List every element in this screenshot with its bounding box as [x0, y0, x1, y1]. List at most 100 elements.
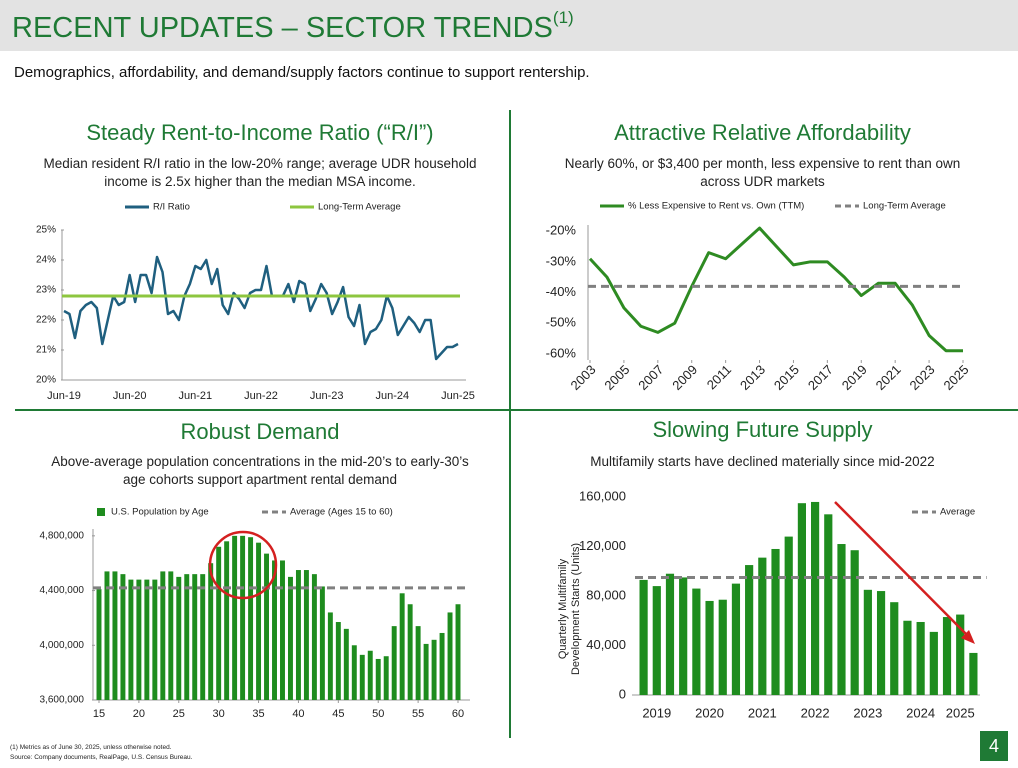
y-tick-label: -50%	[546, 315, 577, 330]
x-tick-label: 40	[292, 708, 304, 720]
bar	[745, 565, 754, 695]
bar	[399, 593, 405, 700]
y-tick-label: 160,000	[579, 488, 626, 503]
title-text: RECENT UPDATES – SECTOR TRENDS	[12, 12, 553, 44]
bar	[311, 574, 317, 700]
bar	[731, 583, 741, 695]
y-tick-label: -30%	[546, 253, 577, 268]
bar	[256, 542, 262, 700]
bar	[184, 574, 190, 700]
x-tick-label: Jun-22	[244, 390, 278, 402]
y-tick-label: 25%	[36, 225, 56, 236]
x-tick-label: 45	[332, 708, 344, 720]
page-number: 4	[980, 731, 1008, 761]
chart-subtitle: Above-average population concentrations …	[51, 454, 469, 487]
y-tick-label: -60%	[546, 345, 577, 360]
bar	[136, 579, 142, 700]
x-tick-label: 2025	[946, 705, 975, 720]
bar	[160, 571, 166, 700]
bar	[431, 639, 437, 700]
bar	[319, 586, 325, 700]
y-tick-label: 24%	[36, 255, 56, 266]
bar	[128, 579, 134, 700]
x-tick-label: 2020	[695, 705, 724, 720]
chart-subtitle: Multifamily starts have declined materia…	[590, 454, 935, 469]
legend-swatch	[97, 508, 105, 516]
bar	[351, 645, 357, 700]
chart-title: Attractive Relative Affordability	[614, 120, 911, 145]
bar	[383, 656, 389, 700]
bar	[391, 626, 397, 700]
legend-label: R/I Ratio	[153, 202, 190, 213]
bar	[407, 604, 413, 700]
legend-label: % Less Expensive to Rent vs. Own (TTM)	[628, 201, 804, 212]
x-tick-label: 2021	[748, 705, 777, 720]
x-tick-label: 2021	[873, 362, 904, 393]
legend-label: Long-Term Average	[863, 201, 946, 212]
slide-subtitle: Demographics, affordability, and demand/…	[14, 64, 590, 81]
x-tick-label: 60	[452, 708, 464, 720]
bar	[176, 576, 182, 700]
bar	[96, 589, 102, 700]
x-tick-label: Jun-25	[441, 390, 475, 402]
footnote: Source: Company documents, RealPage, U.S…	[10, 754, 193, 761]
legend-label: Average (Ages 15 to 60)	[290, 507, 393, 518]
x-tick-label: 2005	[601, 362, 632, 393]
bar	[447, 612, 453, 700]
legend-label: U.S. Population by Age	[111, 507, 209, 518]
y-tick-label: 4,400,000	[40, 585, 85, 596]
bar	[665, 573, 675, 695]
bar	[423, 643, 429, 700]
x-tick-label: 2023	[907, 362, 938, 393]
x-tick-label: 2017	[805, 362, 836, 393]
x-tick-label: 2013	[737, 362, 768, 393]
data-line	[63, 255, 459, 361]
footnote-ref: (1)	[552, 8, 574, 27]
bar	[439, 632, 445, 700]
x-tick-label: 2024	[906, 705, 935, 720]
y-tick-label: 20%	[36, 375, 56, 386]
y-tick-label: 40,000	[586, 637, 626, 652]
bar	[942, 617, 952, 695]
x-tick-label: 2019	[839, 362, 870, 393]
chart-title: Steady Rent-to-Income Ratio (“R/I”)	[86, 120, 434, 145]
bar	[705, 600, 714, 695]
trend-arrow	[834, 501, 969, 637]
bar	[232, 535, 238, 700]
y-tick-label: 0	[619, 686, 626, 701]
bar	[718, 599, 727, 695]
bar	[192, 574, 198, 700]
y-tick-label: 22%	[36, 315, 56, 326]
chart-subtitle: Nearly 60%, or $3,400 per month, less ex…	[564, 156, 961, 189]
x-tick-label: Jun-20	[113, 390, 147, 402]
x-tick-label: Jun-24	[376, 390, 410, 402]
x-tick-label: 50	[372, 708, 384, 720]
y-tick-label: 120,000	[579, 538, 626, 553]
bar	[224, 541, 230, 700]
bar	[208, 563, 214, 700]
x-tick-label: 30	[213, 708, 225, 720]
highlight-circle	[208, 530, 278, 600]
x-tick-label: 35	[252, 708, 264, 720]
slide-title: RECENT UPDATES – SECTOR TRENDS(1)	[12, 8, 574, 45]
bar	[903, 620, 912, 695]
bar	[375, 658, 381, 700]
y-tick-label: 80,000	[586, 587, 626, 602]
bar	[287, 576, 293, 700]
bar	[104, 571, 110, 700]
x-tick-label: Jun-19	[47, 390, 81, 402]
bar	[455, 604, 461, 700]
y-tick-label: 21%	[36, 345, 56, 356]
legend-label: Long-Term Average	[318, 202, 401, 213]
chart-title: Slowing Future Supply	[652, 417, 873, 442]
footnote: (1) Metrics as of June 30, 2025, unless …	[10, 744, 172, 751]
x-tick-label: 2022	[801, 705, 830, 720]
bar	[152, 579, 158, 700]
bar	[824, 514, 833, 695]
y-tick-label: 4,800,000	[40, 530, 85, 541]
bar	[916, 621, 925, 695]
x-tick-label: 25	[173, 708, 185, 720]
bar	[272, 560, 277, 700]
y-tick-label: 4,000,000	[40, 640, 85, 651]
